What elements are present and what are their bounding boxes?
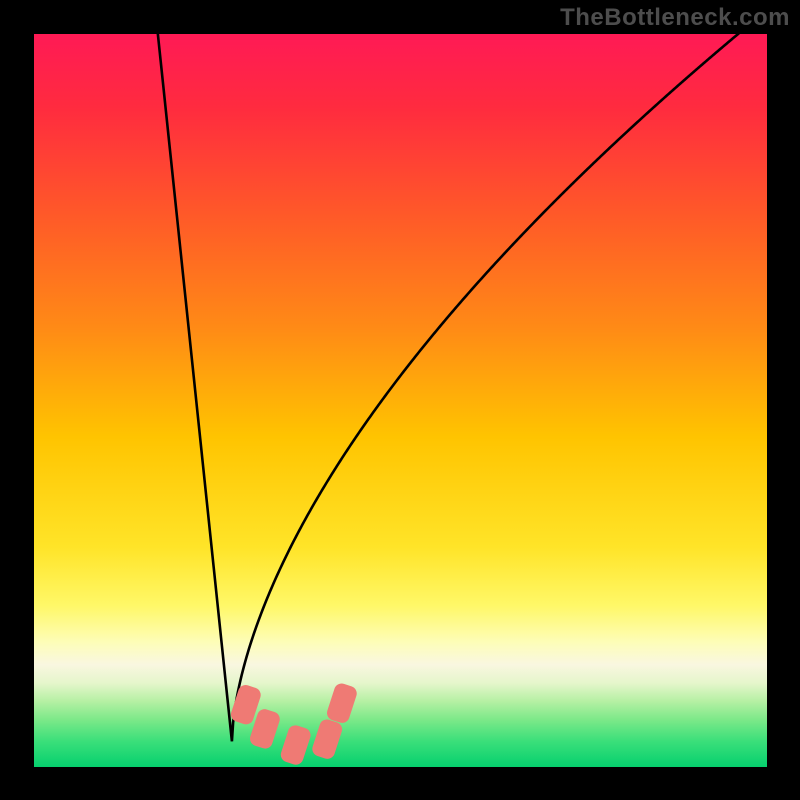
- chart-svg: [0, 0, 800, 800]
- chart-stage: { "canvas": { "width": 800, "height": 80…: [0, 0, 800, 800]
- plot-background: [34, 34, 767, 767]
